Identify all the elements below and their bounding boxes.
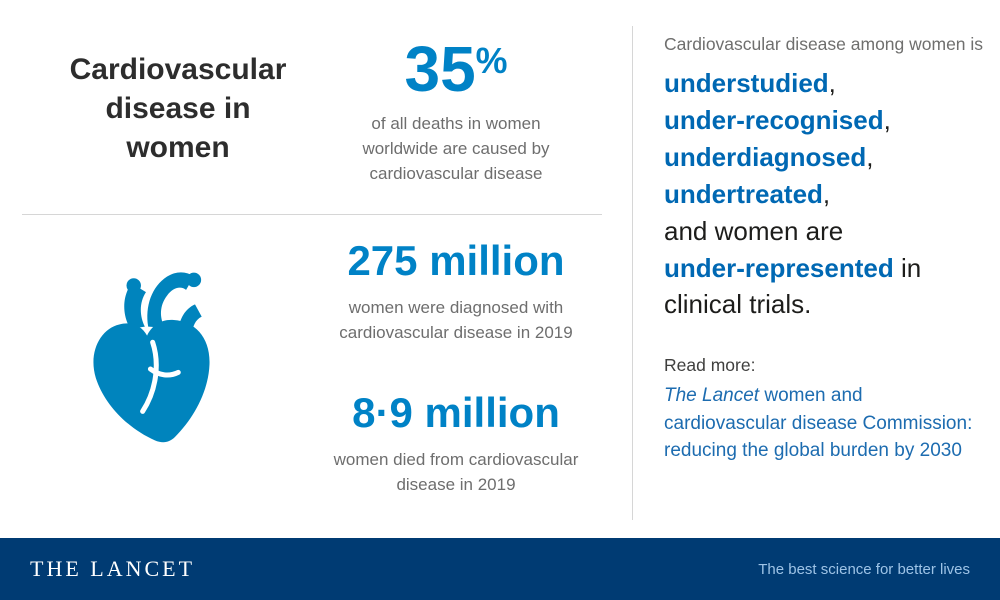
right-panel: Cardiovascular disease among women is un… [664, 34, 986, 465]
vertical-divider [632, 26, 633, 520]
term-comma: , [822, 178, 831, 209]
footer-bar: THE LANCET The best science for better l… [0, 538, 1000, 600]
emphasis-term-line: under-recognised, [664, 102, 986, 139]
link-text: women and cardiovascular disease Commiss… [664, 385, 973, 462]
stat-value: 8·9 million [300, 389, 612, 436]
footer-tagline: The best science for better lives [758, 560, 970, 578]
read-more-section: Read more: The Lancet women and cardiova… [664, 355, 986, 465]
emphasis-term: underdiagnosed [664, 141, 867, 172]
stat-description: women were diagnosed with cardiovascular… [339, 298, 573, 342]
right-intro-text: Cardiovascular disease among women is [664, 34, 984, 54]
emphasis-term-line: understudied, [664, 65, 986, 102]
stat-value: 275 million [300, 237, 612, 284]
emphasis-term-line: undertreated, [664, 176, 986, 213]
infographic-title: Cardiovascular disease in women [69, 53, 287, 164]
emphasis-term: under-represented [664, 252, 894, 283]
stat-number-text: 35 [404, 33, 476, 105]
lancet-logo: THE LANCET [30, 556, 196, 581]
emphasis-term: undertreated [664, 178, 823, 209]
stat-block-deaths-count: 8·9 million women died from cardiovascul… [300, 389, 612, 497]
stat-suffix: % [475, 41, 508, 82]
stat-description: women died from cardiovascular disease i… [333, 450, 579, 494]
plain-text-line: clinical trials. [664, 289, 812, 320]
emphasis-term: understudied [664, 68, 829, 98]
journal-name: The Lancet [664, 385, 760, 407]
emphasis-term: under-recognised [664, 104, 884, 135]
plain-text-line: and women are [664, 215, 844, 246]
term-comma: , [866, 141, 874, 172]
stat-description: of all deaths in women worldwide are cau… [362, 114, 550, 183]
emphasis-mixed-line: under-represented in [664, 250, 986, 287]
stat-block-diagnosed: 275 million women were diagnosed with ca… [300, 237, 612, 345]
stat-number-text: 275 million [347, 237, 565, 284]
commission-link[interactable]: The Lancet women and cardiovascular dise… [664, 382, 986, 465]
stat-block-deaths: 35% of all deaths in women worldwide are… [300, 34, 612, 186]
plain-text: in [900, 252, 922, 283]
term-comma: , [883, 104, 891, 135]
read-more-label: Read more: [664, 355, 756, 376]
horizontal-divider [22, 214, 602, 215]
stat-number-text: 8·9 million [352, 389, 560, 436]
emphasis-term-line: underdiagnosed, [664, 139, 986, 176]
stat-value: 35% [300, 34, 612, 104]
term-comma: , [828, 68, 836, 98]
heart-icon [78, 264, 234, 454]
